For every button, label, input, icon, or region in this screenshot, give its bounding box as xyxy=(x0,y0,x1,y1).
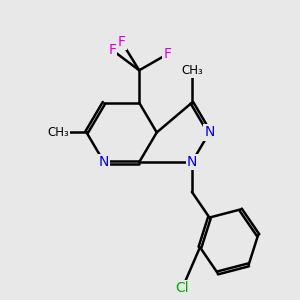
Text: CH₃: CH₃ xyxy=(47,126,69,139)
Text: N: N xyxy=(204,125,214,140)
Text: F: F xyxy=(118,35,126,49)
Text: CH₃: CH₃ xyxy=(181,64,203,77)
Text: N: N xyxy=(99,155,109,169)
Text: N: N xyxy=(187,155,197,169)
Text: F: F xyxy=(108,43,116,57)
Text: F: F xyxy=(164,47,172,61)
Text: Cl: Cl xyxy=(176,281,189,295)
